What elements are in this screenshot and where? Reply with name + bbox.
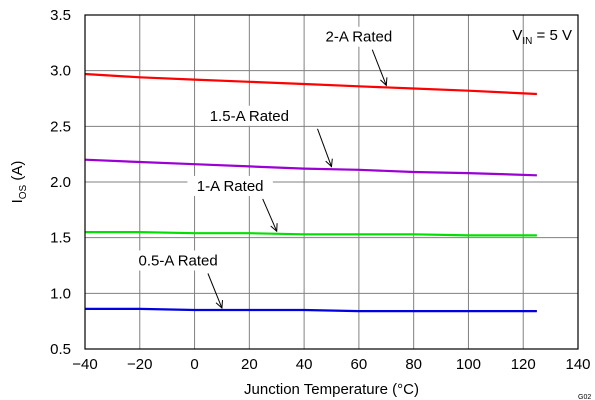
x-tick-label: 140 bbox=[565, 356, 590, 373]
x-tick-label: 40 bbox=[296, 356, 313, 373]
x-tick-label: 120 bbox=[511, 356, 536, 373]
x-tick-label: 100 bbox=[456, 356, 481, 373]
series-layer bbox=[84, 72, 537, 313]
series-line-2-a-rated bbox=[84, 72, 537, 96]
y-tick-label: 1.5 bbox=[50, 230, 71, 247]
condition-label-sub: IN bbox=[522, 36, 532, 47]
x-tick-label: 80 bbox=[405, 356, 422, 373]
y-tick-label: 3.0 bbox=[50, 63, 71, 80]
y-tick-label: 2.0 bbox=[50, 174, 71, 191]
condition-label-rest: = 5 V bbox=[532, 27, 572, 44]
arrowhead-icon bbox=[325, 158, 333, 168]
series-line-0-5-a-rated bbox=[85, 307, 537, 313]
y-tick-label: 0.5 bbox=[50, 341, 71, 358]
annotation-0-5-a-rated: 0.5-A Rated bbox=[139, 253, 218, 270]
tick-labels: −40 −20 0 20 40 60 80 100 120 140 0.5 1.0 1.5 2.0 2.5 3… bbox=[50, 7, 590, 373]
figure-id: G02 bbox=[578, 394, 591, 400]
x-tick-label: 20 bbox=[241, 356, 258, 373]
annotation-2-a-rated: 2-A Rated bbox=[326, 29, 393, 46]
leader-line bbox=[371, 49, 387, 86]
annotation-backdrop bbox=[187, 175, 273, 196]
leader-line bbox=[317, 128, 332, 167]
annotation-backdrop bbox=[316, 26, 402, 47]
arrowhead-icon bbox=[380, 77, 388, 87]
y-tick-label: 3.5 bbox=[50, 7, 71, 24]
arrowhead-icon bbox=[215, 300, 223, 310]
y-axis-label: IOS (A) bbox=[9, 161, 29, 204]
annotation-1-5-a-rated: 1.5-A Rated bbox=[210, 108, 289, 125]
series-line-1-5-a-rated bbox=[84, 158, 537, 177]
annotation-1-a-rated: 1-A Rated bbox=[197, 178, 264, 195]
condition-label-main: V bbox=[512, 27, 522, 44]
y-axis-label-sub: OS bbox=[18, 184, 29, 199]
y-axis-label-unit: (A) bbox=[9, 161, 26, 185]
x-tick-label: 0 bbox=[190, 356, 198, 373]
annotations: 2-A Rated 1.5-A Rated 1-A Rated 0.5-A Rated bbox=[126, 26, 402, 310]
annotation-backdrop bbox=[198, 105, 301, 126]
x-axis-label: Junction Temperature (°C) bbox=[244, 381, 419, 398]
y-tick-label: 2.5 bbox=[50, 118, 71, 135]
arrowhead-icon bbox=[270, 223, 278, 233]
y-axis-label-main: I bbox=[9, 199, 26, 203]
series-line-1-a-rated bbox=[85, 231, 537, 237]
leader-line bbox=[207, 273, 223, 309]
x-tick-label: −20 bbox=[127, 356, 152, 373]
x-tick-label: −40 bbox=[72, 356, 97, 373]
y-tick-label: 1.0 bbox=[50, 285, 71, 302]
x-tick-label: 60 bbox=[351, 356, 368, 373]
grid bbox=[85, 15, 578, 349]
plot-frame bbox=[84, 14, 579, 350]
condition-label: VIN = 5 V bbox=[512, 27, 572, 47]
leader-line bbox=[262, 198, 278, 232]
annotation-backdrop bbox=[126, 250, 230, 271]
